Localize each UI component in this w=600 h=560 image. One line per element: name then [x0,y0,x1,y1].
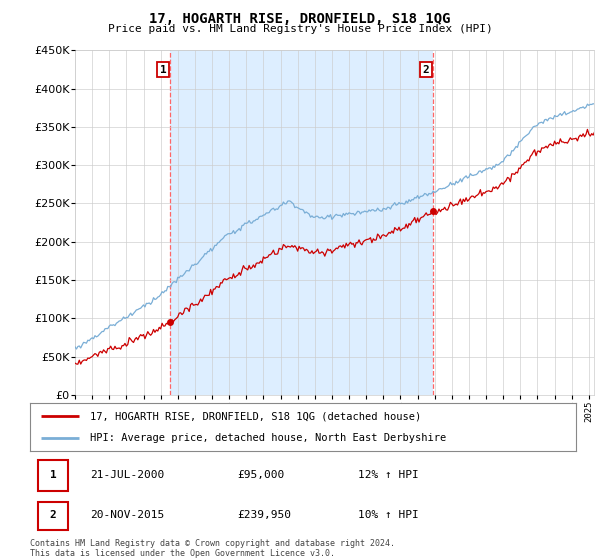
Text: 2: 2 [50,510,56,520]
Text: 10% ↑ HPI: 10% ↑ HPI [358,510,418,520]
Text: £239,950: £239,950 [238,510,292,520]
Text: £95,000: £95,000 [238,470,285,479]
Text: 1: 1 [50,470,56,479]
Text: 1: 1 [160,64,167,74]
Bar [170,50,433,395]
FancyBboxPatch shape [38,460,68,491]
Text: 2: 2 [422,64,430,74]
Text: 20-NOV-2015: 20-NOV-2015 [90,510,164,520]
Text: 17, HOGARTH RISE, DRONFIELD, S18 1QG (detached house): 17, HOGARTH RISE, DRONFIELD, S18 1QG (de… [90,411,421,421]
Text: Contains HM Land Registry data © Crown copyright and database right 2024.
This d: Contains HM Land Registry data © Crown c… [30,539,395,558]
Text: HPI: Average price, detached house, North East Derbyshire: HPI: Average price, detached house, Nort… [90,433,446,443]
Text: 21-JUL-2000: 21-JUL-2000 [90,470,164,479]
Text: Price paid vs. HM Land Registry's House Price Index (HPI): Price paid vs. HM Land Registry's House … [107,24,493,34]
Text: 17, HOGARTH RISE, DRONFIELD, S18 1QG: 17, HOGARTH RISE, DRONFIELD, S18 1QG [149,12,451,26]
FancyBboxPatch shape [38,502,68,530]
Text: 12% ↑ HPI: 12% ↑ HPI [358,470,418,479]
